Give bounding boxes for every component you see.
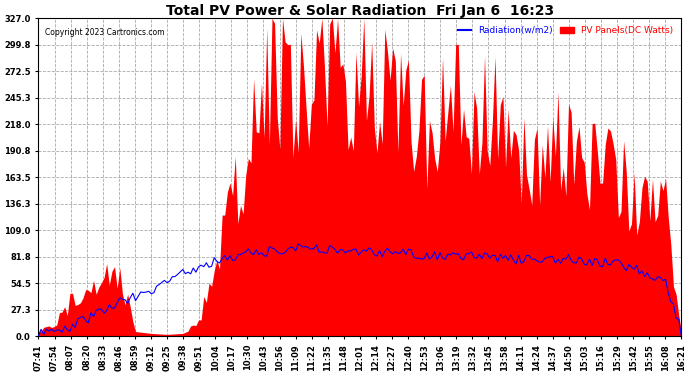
- Text: Copyright 2023 Cartronics.com: Copyright 2023 Cartronics.com: [45, 28, 164, 37]
- Title: Total PV Power & Solar Radiation  Fri Jan 6  16:23: Total PV Power & Solar Radiation Fri Jan…: [166, 4, 554, 18]
- Legend: Radiation(w/m2), PV Panels(DC Watts): Radiation(w/m2), PV Panels(DC Watts): [454, 22, 677, 39]
